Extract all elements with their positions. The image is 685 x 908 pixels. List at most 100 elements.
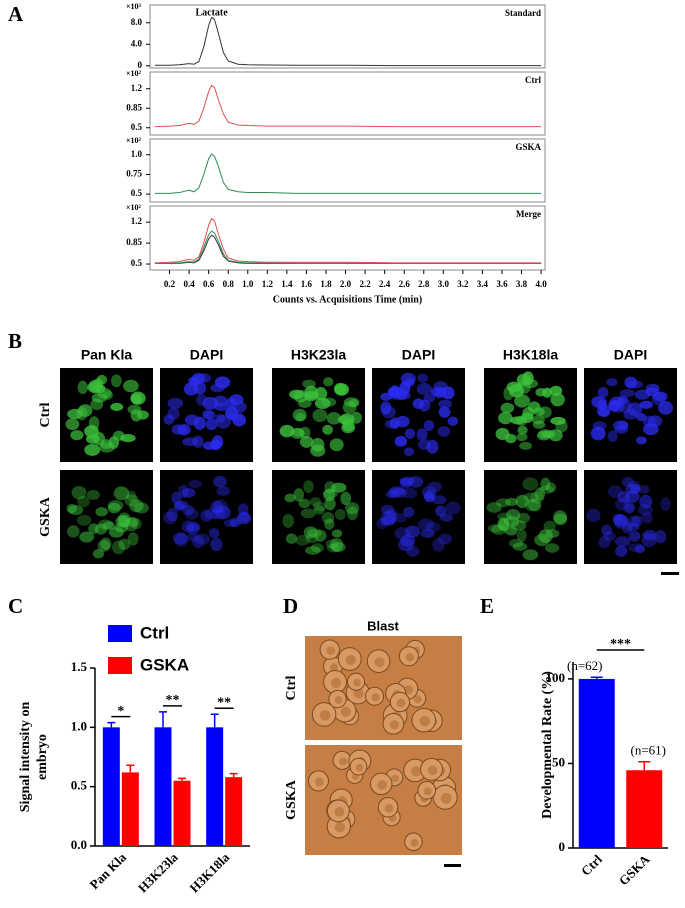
- y-tick-label: 50: [552, 754, 565, 769]
- image-background: [584, 470, 677, 564]
- trace: [154, 234, 542, 264]
- nucleus: [309, 497, 322, 507]
- nucleus: [534, 487, 546, 501]
- nucleus: [76, 514, 92, 526]
- nucleus: [130, 391, 146, 405]
- legend-label: GSKA: [140, 655, 189, 674]
- nucleus: [504, 516, 520, 528]
- nucleus: [99, 442, 115, 453]
- y-tick-label: 0: [559, 839, 566, 854]
- nucleus: [416, 382, 432, 396]
- nucleus: [340, 491, 352, 506]
- nucleus: [192, 535, 205, 549]
- significance-mark: ***: [610, 637, 631, 652]
- nucleus: [292, 408, 307, 422]
- nucleus: [617, 491, 630, 503]
- nucleus: [92, 549, 105, 559]
- multiplier: ×10²: [126, 136, 142, 145]
- nucleus: [619, 389, 635, 398]
- embryo-inner: [334, 696, 343, 704]
- nucleus: [642, 529, 658, 541]
- nucleus: [84, 444, 101, 456]
- nucleus: [191, 373, 206, 385]
- nucleus: [517, 425, 528, 435]
- nucleus: [508, 538, 524, 548]
- error-bar: [229, 772, 238, 778]
- bar: [121, 772, 139, 846]
- nucleus: [380, 401, 392, 415]
- x-tick-label: 2.2: [359, 279, 371, 289]
- nucleus: [417, 518, 434, 531]
- nucleus: [124, 517, 138, 532]
- nucleus: [100, 537, 112, 551]
- nucleus: [612, 420, 629, 430]
- y-tick-label: 100: [546, 670, 566, 685]
- plot-frame: [149, 71, 546, 136]
- y-tick-label: 1.0: [71, 718, 87, 733]
- nucleus: [95, 507, 108, 517]
- plot-frame: [149, 205, 546, 271]
- nucleus: [603, 531, 616, 542]
- nucleus: [229, 517, 242, 528]
- nucleus: [555, 420, 568, 433]
- nucleus: [200, 509, 213, 522]
- nucleus: [196, 393, 207, 406]
- y-tick-label: 1.2: [131, 216, 143, 226]
- x-tick-label: 0.8: [223, 279, 235, 289]
- nucleus: [86, 489, 100, 500]
- nucleus: [645, 387, 660, 397]
- embryo-inner: [334, 806, 345, 817]
- nucleus: [598, 535, 611, 549]
- nucleus: [299, 436, 314, 448]
- nucleus: [586, 508, 601, 523]
- nucleus: [321, 511, 335, 525]
- nucleus: [621, 476, 634, 488]
- nucleus: [326, 412, 342, 425]
- nucleus: [385, 508, 398, 518]
- bar: [102, 727, 120, 846]
- nucleus: [376, 518, 388, 529]
- nucleus: [486, 502, 502, 513]
- nucleus: [210, 383, 225, 393]
- nucleus: [211, 435, 224, 449]
- nucleus: [423, 490, 436, 503]
- x-tick-label: 1.6: [301, 279, 313, 289]
- column-header: DAPI: [402, 347, 435, 363]
- x-tick-label: 3.2: [457, 279, 469, 289]
- x-tick-label: 1.2: [262, 279, 274, 289]
- nucleus: [623, 500, 635, 514]
- significance-mark: **: [217, 695, 231, 710]
- nucleus: [623, 409, 638, 420]
- nucleus: [339, 413, 355, 426]
- micrograph: [60, 470, 153, 564]
- nucleus: [312, 501, 327, 512]
- nucleus: [624, 376, 638, 389]
- x-tick-label: 1.4: [281, 279, 293, 289]
- y-tick-label: 1.5: [71, 659, 88, 674]
- panel-title: Blast: [367, 618, 399, 633]
- bar: [154, 727, 172, 846]
- nucleus: [512, 542, 528, 551]
- nucleus: [345, 502, 360, 515]
- nucleus: [237, 503, 249, 516]
- nucleus: [330, 482, 347, 493]
- nucleus: [238, 511, 250, 523]
- nucleus: [634, 544, 646, 554]
- nucleus: [293, 488, 305, 502]
- nucleus: [389, 386, 401, 400]
- panel-label: E: [480, 594, 494, 618]
- error-bar: [210, 713, 219, 728]
- nucleus: [303, 480, 314, 493]
- nucleus: [385, 489, 397, 499]
- nucleus: [381, 406, 396, 419]
- nucleus: [321, 397, 337, 407]
- nucleus: [215, 505, 231, 520]
- nucleus: [404, 428, 416, 439]
- embryo-inner: [396, 698, 406, 708]
- nucleus: [341, 422, 356, 434]
- nucleus: [441, 386, 455, 400]
- nucleus: [110, 402, 124, 411]
- nucleus: [97, 539, 111, 552]
- nucleus: [540, 477, 551, 491]
- nucleus: [295, 534, 311, 546]
